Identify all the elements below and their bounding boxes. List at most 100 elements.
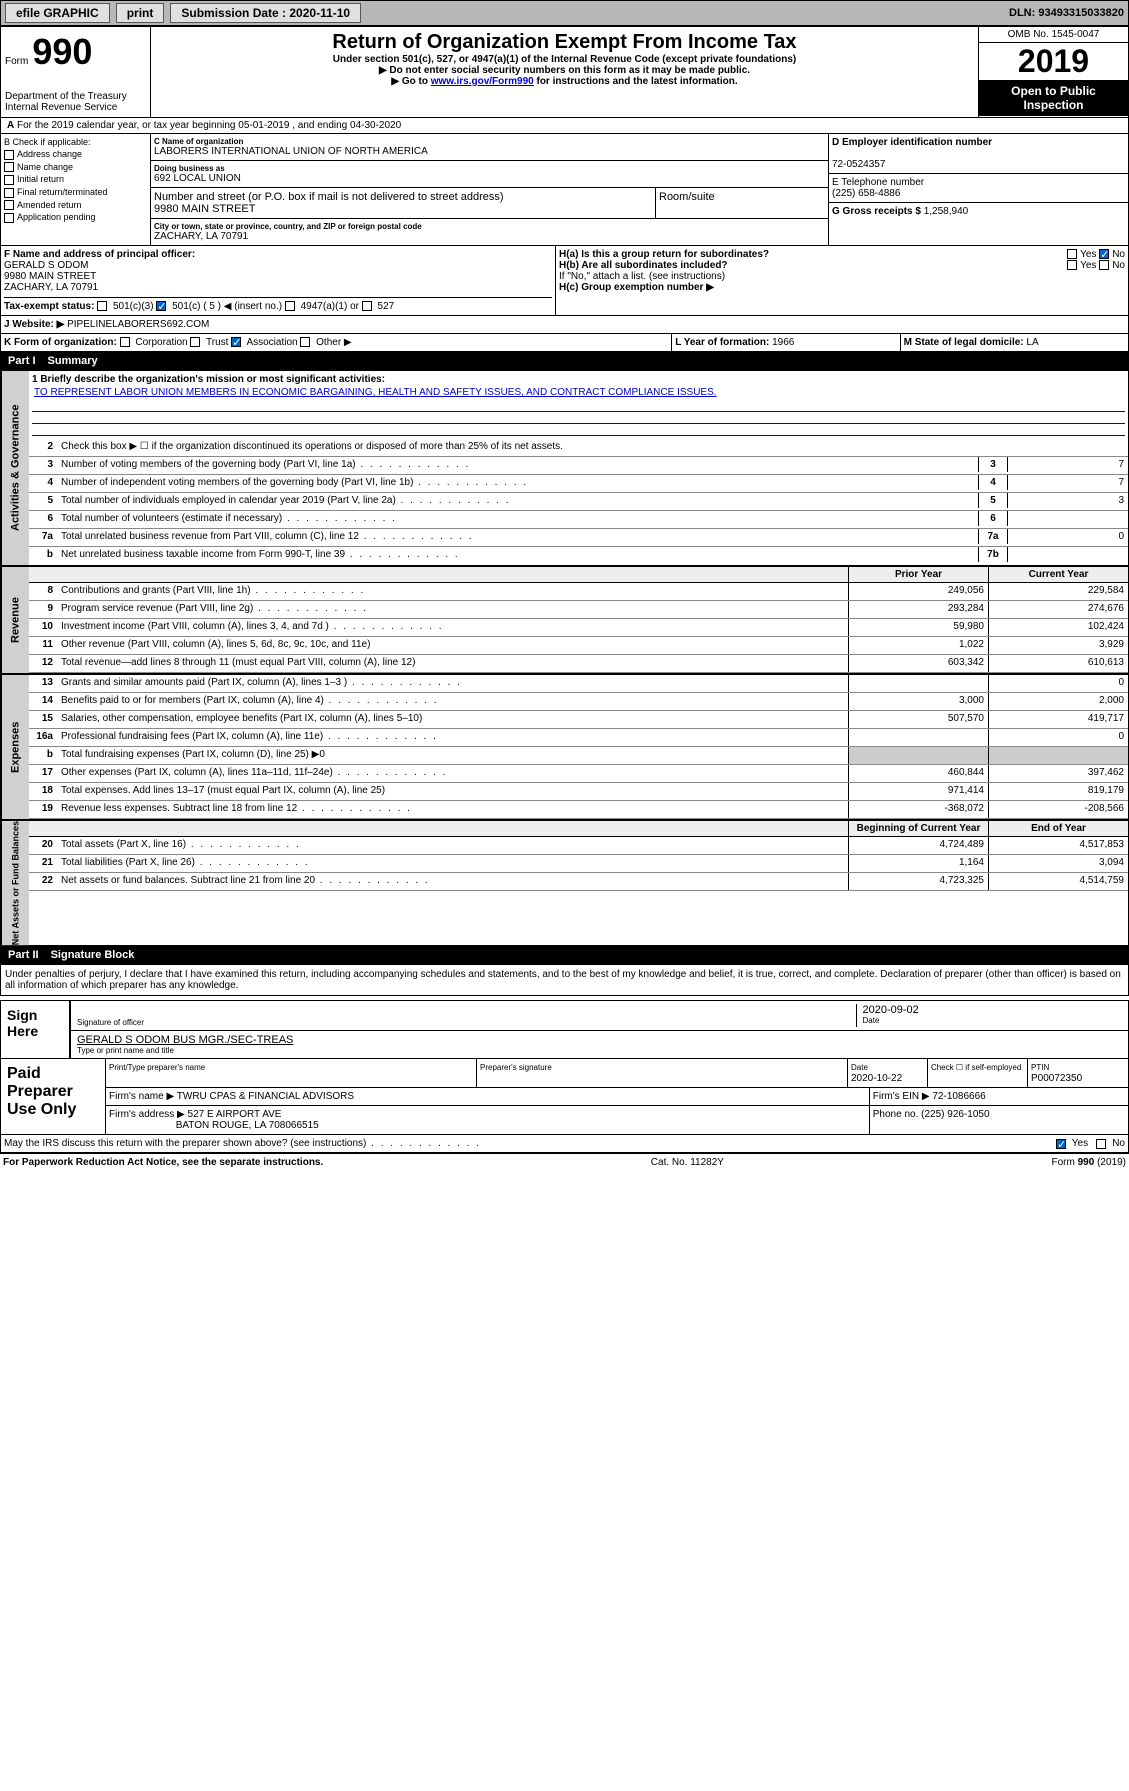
chk-ha-yes[interactable] (1067, 249, 1077, 259)
k-label: K Form of organization: (4, 337, 117, 348)
chk-name-change[interactable] (4, 162, 14, 172)
m-label: M State of legal domicile: (904, 337, 1024, 348)
l8p: 249,056 (848, 583, 988, 600)
opt-4947: 4947(a)(1) or (301, 301, 359, 312)
print-button[interactable]: print (116, 3, 165, 23)
l-corp: Corporation (135, 337, 187, 348)
hb-note: If "No," attach a list. (see instruction… (559, 271, 1125, 282)
box-b: B Check if applicable: Address change Na… (1, 134, 151, 245)
domicile: LA (1026, 337, 1038, 348)
lbl-address-change: Address change (17, 149, 82, 159)
header-mid: Return of Organization Exempt From Incom… (151, 27, 978, 117)
perjury-text: Under penalties of perjury, I declare th… (0, 964, 1129, 996)
subtitle-1: Under section 501(c), 527, or 4947(a)(1)… (155, 54, 974, 65)
sub3-pre: ▶ Go to (391, 76, 430, 87)
chk-hb-no[interactable] (1099, 260, 1109, 270)
summary-exp: Expenses 13Grants and similar amounts pa… (0, 674, 1129, 820)
val-6 (1008, 511, 1128, 515)
part1-header: Part I Summary (0, 352, 1129, 370)
l20c: 4,517,853 (988, 837, 1128, 854)
officer-addr1: 9980 MAIN STREET (4, 271, 96, 282)
ein-label: D Employer identification number (832, 137, 992, 148)
chk-501c[interactable] (156, 301, 166, 311)
lbl-initial-return: Initial return (17, 174, 64, 184)
l18p: 971,414 (848, 783, 988, 800)
addr-label: Firm's address ▶ (109, 1109, 185, 1120)
l-assoc: Association (246, 337, 297, 348)
chk-address-change[interactable] (4, 150, 14, 160)
chk-ha-no[interactable] (1099, 249, 1109, 259)
firm-phone-label: Phone no. (873, 1109, 919, 1120)
box-b-heading: B Check if applicable: (4, 137, 147, 147)
website: PIPELINELABORERS692.COM (67, 319, 209, 330)
discuss-row: May the IRS discuss this return with the… (0, 1135, 1129, 1153)
line-19: Revenue less expenses. Subtract line 18 … (59, 801, 848, 818)
val-4: 7 (1008, 475, 1128, 490)
chk-final-return[interactable] (4, 188, 14, 198)
l-other: Other ▶ (316, 337, 351, 348)
submission-date: Submission Date : 2020-11-10 (170, 3, 361, 23)
footer-left: For Paperwork Reduction Act Notice, see … (3, 1157, 323, 1168)
chk-4947[interactable] (285, 301, 295, 311)
form-word: Form (5, 56, 28, 67)
ptin: P00072350 (1031, 1073, 1082, 1084)
l16bp (848, 747, 988, 764)
l15p: 507,570 (848, 711, 988, 728)
date-caption: Date (863, 1016, 1123, 1025)
tax-year: 2019 (979, 43, 1128, 80)
blue-line (32, 424, 1125, 436)
irs-link[interactable]: www.irs.gov/Form990 (431, 76, 534, 87)
chk-trust[interactable] (190, 337, 200, 347)
l21p: 1,164 (848, 855, 988, 872)
part2-title: Signature Block (51, 949, 135, 961)
val-5: 3 (1008, 493, 1128, 508)
vtab-exp: Expenses (1, 675, 29, 819)
part1-title: Summary (48, 355, 98, 367)
box-klm: K Form of organization: Corporation Trus… (0, 334, 1129, 352)
l10c: 102,424 (988, 619, 1128, 636)
opt-501c: 501(c) ( 5 ) ◀ (insert no.) (172, 301, 282, 312)
hb-label: H(b) Are all subordinates included? (559, 260, 728, 271)
discuss-text: May the IRS discuss this return with the… (4, 1138, 1056, 1149)
footer-mid: Cat. No. 11282Y (651, 1157, 724, 1168)
footer-right: Form 990 (2019) (1052, 1157, 1126, 1168)
line-5: Total number of individuals employed in … (59, 493, 978, 508)
top-bar: efile GRAPHIC print Submission Date : 20… (0, 0, 1129, 26)
l20p: 4,724,489 (848, 837, 988, 854)
city: ZACHARY, LA 70791 (154, 231, 825, 242)
chk-amended[interactable] (4, 200, 14, 210)
l22p: 4,723,325 (848, 873, 988, 890)
ha-no: No (1112, 249, 1125, 260)
l1-label: 1 Briefly describe the organization's mi… (32, 374, 385, 385)
chk-hb-yes[interactable] (1067, 260, 1077, 270)
l21c: 3,094 (988, 855, 1128, 872)
line-15: Salaries, other compensation, employee b… (59, 711, 848, 728)
line-7b: Net unrelated business taxable income fr… (59, 547, 978, 562)
chk-initial-return[interactable] (4, 175, 14, 185)
chk-assoc[interactable] (231, 337, 241, 347)
line-21: Total liabilities (Part X, line 26) (59, 855, 848, 872)
chk-discuss-no[interactable] (1096, 1139, 1106, 1149)
chk-501c3[interactable] (97, 301, 107, 311)
f-label: F Name and address of principal officer: (4, 249, 195, 260)
chk-527[interactable] (362, 301, 372, 311)
opt-501c3: 501(c)(3) (113, 301, 154, 312)
line-17: Other expenses (Part IX, column (A), lin… (59, 765, 848, 782)
form-number: 990 (32, 31, 92, 73)
dba-label: Doing business as (154, 164, 825, 173)
chk-corp[interactable] (120, 337, 130, 347)
entity-box: B Check if applicable: Address change Na… (0, 134, 1129, 246)
dln-number: DLN: 93493315033820 (1009, 7, 1124, 19)
discuss-no: No (1112, 1138, 1125, 1149)
l17p: 460,844 (848, 765, 988, 782)
blue-line (32, 400, 1125, 412)
chk-application-pending[interactable] (4, 213, 14, 223)
j-label: J Website: ▶ (4, 319, 64, 330)
l16ac: 0 (988, 729, 1128, 746)
chk-discuss-yes[interactable] (1056, 1139, 1066, 1149)
val-7a: 0 (1008, 529, 1128, 544)
line-18: Total expenses. Add lines 13–17 (must eq… (59, 783, 848, 800)
firm-label: Firm's name ▶ (109, 1091, 174, 1102)
chk-other[interactable] (300, 337, 310, 347)
line-2: Check this box ▶ ☐ if the organization d… (59, 439, 1128, 454)
